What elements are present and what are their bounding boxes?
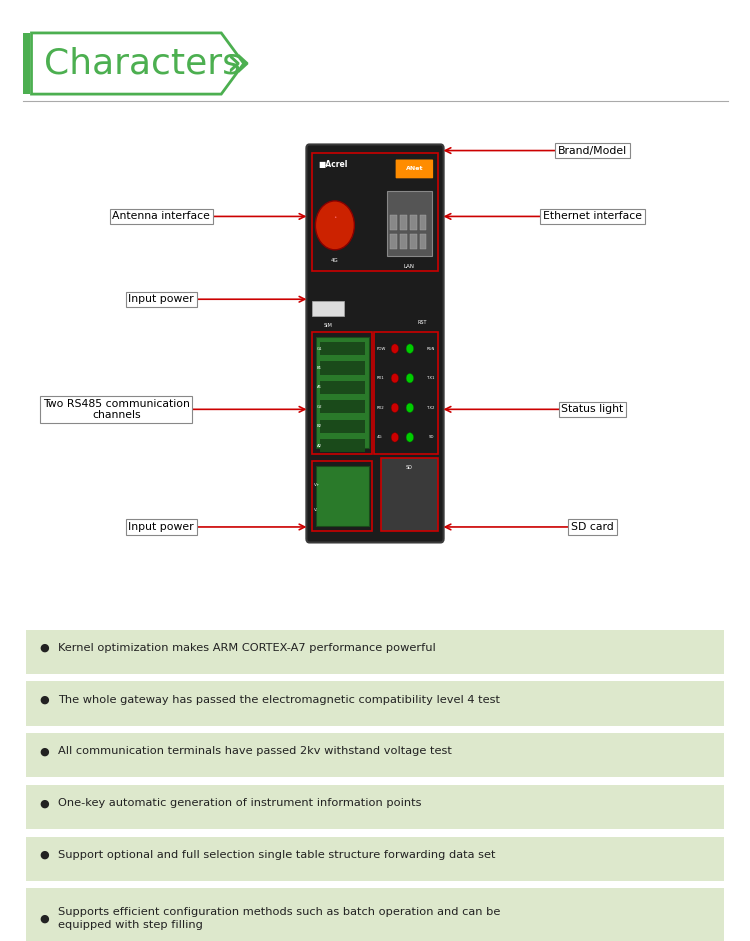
Text: B2: B2 [316, 424, 322, 428]
FancyBboxPatch shape [26, 785, 724, 829]
FancyBboxPatch shape [26, 630, 724, 674]
Text: Input power: Input power [128, 522, 194, 532]
FancyBboxPatch shape [410, 233, 416, 249]
FancyBboxPatch shape [316, 338, 369, 449]
Text: Antenna interface: Antenna interface [112, 212, 210, 221]
Text: LAN: LAN [404, 263, 415, 269]
Circle shape [406, 403, 413, 412]
Text: Characters: Characters [44, 46, 241, 81]
Text: Status light: Status light [561, 405, 624, 414]
Text: G2: G2 [316, 405, 322, 408]
FancyBboxPatch shape [400, 233, 406, 249]
Text: Ethernet interface: Ethernet interface [543, 212, 642, 221]
FancyBboxPatch shape [400, 215, 406, 230]
Text: 4G: 4G [376, 436, 382, 439]
Text: RX1: RX1 [376, 376, 385, 380]
FancyBboxPatch shape [316, 467, 369, 525]
Text: ■Acrel: ■Acrel [318, 160, 348, 169]
FancyBboxPatch shape [320, 400, 364, 413]
FancyBboxPatch shape [390, 233, 397, 249]
Text: RUN: RUN [426, 346, 434, 351]
FancyBboxPatch shape [320, 343, 364, 356]
Text: V-: V- [314, 508, 318, 512]
FancyBboxPatch shape [26, 837, 724, 881]
Text: V+: V+ [314, 484, 320, 487]
FancyBboxPatch shape [26, 888, 724, 941]
Text: 4G: 4G [331, 258, 339, 263]
FancyBboxPatch shape [312, 301, 344, 316]
Text: ●: ● [40, 694, 50, 705]
Text: TX2: TX2 [427, 406, 434, 409]
Text: All communication terminals have passed 2kv withstand voltage test: All communication terminals have passed … [58, 746, 452, 757]
FancyBboxPatch shape [320, 439, 364, 453]
Circle shape [406, 344, 413, 354]
Text: ●: ● [40, 798, 50, 808]
FancyBboxPatch shape [320, 361, 364, 375]
FancyBboxPatch shape [306, 144, 443, 542]
Text: SD: SD [406, 466, 413, 470]
FancyBboxPatch shape [410, 215, 416, 230]
FancyBboxPatch shape [419, 215, 426, 230]
Circle shape [391, 403, 398, 412]
Text: POW: POW [376, 346, 386, 351]
Text: SIM: SIM [324, 324, 332, 328]
Circle shape [391, 433, 398, 442]
Text: SD card: SD card [572, 522, 614, 532]
Text: ●: ● [40, 850, 50, 860]
Text: •: • [333, 215, 337, 220]
Text: Kernel optimization makes ARM CORTEX-A7 performance powerful: Kernel optimization makes ARM CORTEX-A7 … [58, 643, 436, 653]
FancyBboxPatch shape [320, 381, 364, 394]
FancyBboxPatch shape [386, 190, 431, 257]
FancyBboxPatch shape [26, 681, 724, 726]
Text: »: » [225, 42, 251, 85]
Text: Two RS485 communication
channels: Two RS485 communication channels [43, 399, 190, 420]
Text: A2: A2 [316, 443, 322, 448]
Text: SD: SD [429, 436, 434, 439]
Text: One-key automatic generation of instrument information points: One-key automatic generation of instrume… [58, 798, 422, 808]
Text: G1: G1 [316, 346, 322, 351]
FancyBboxPatch shape [395, 160, 433, 179]
FancyBboxPatch shape [381, 458, 437, 531]
Text: A1: A1 [316, 386, 322, 390]
Circle shape [406, 433, 413, 442]
Text: ●: ● [40, 746, 50, 757]
Text: ANet: ANet [406, 167, 423, 171]
Text: Supports efficient configuration methods such as batch operation and can be
equi: Supports efficient configuration methods… [58, 907, 500, 930]
FancyBboxPatch shape [22, 33, 30, 94]
Text: The whole gateway has passed the electromagnetic compatibility level 4 test: The whole gateway has passed the electro… [58, 694, 500, 705]
Circle shape [315, 200, 354, 249]
Circle shape [406, 374, 413, 383]
Text: B1: B1 [316, 366, 322, 370]
Circle shape [391, 374, 398, 383]
FancyBboxPatch shape [419, 233, 426, 249]
Text: RST: RST [418, 321, 428, 326]
FancyBboxPatch shape [320, 420, 364, 433]
Text: ●: ● [40, 643, 50, 653]
Text: Input power: Input power [128, 295, 194, 304]
Text: Brand/Model: Brand/Model [558, 146, 627, 155]
FancyBboxPatch shape [26, 733, 724, 777]
Text: RX2: RX2 [376, 406, 385, 409]
Text: ●: ● [40, 914, 50, 923]
Circle shape [391, 344, 398, 354]
FancyBboxPatch shape [390, 215, 397, 230]
Text: TX1: TX1 [427, 376, 434, 380]
Text: Support optional and full selection single table structure forwarding data set: Support optional and full selection sing… [58, 850, 495, 860]
